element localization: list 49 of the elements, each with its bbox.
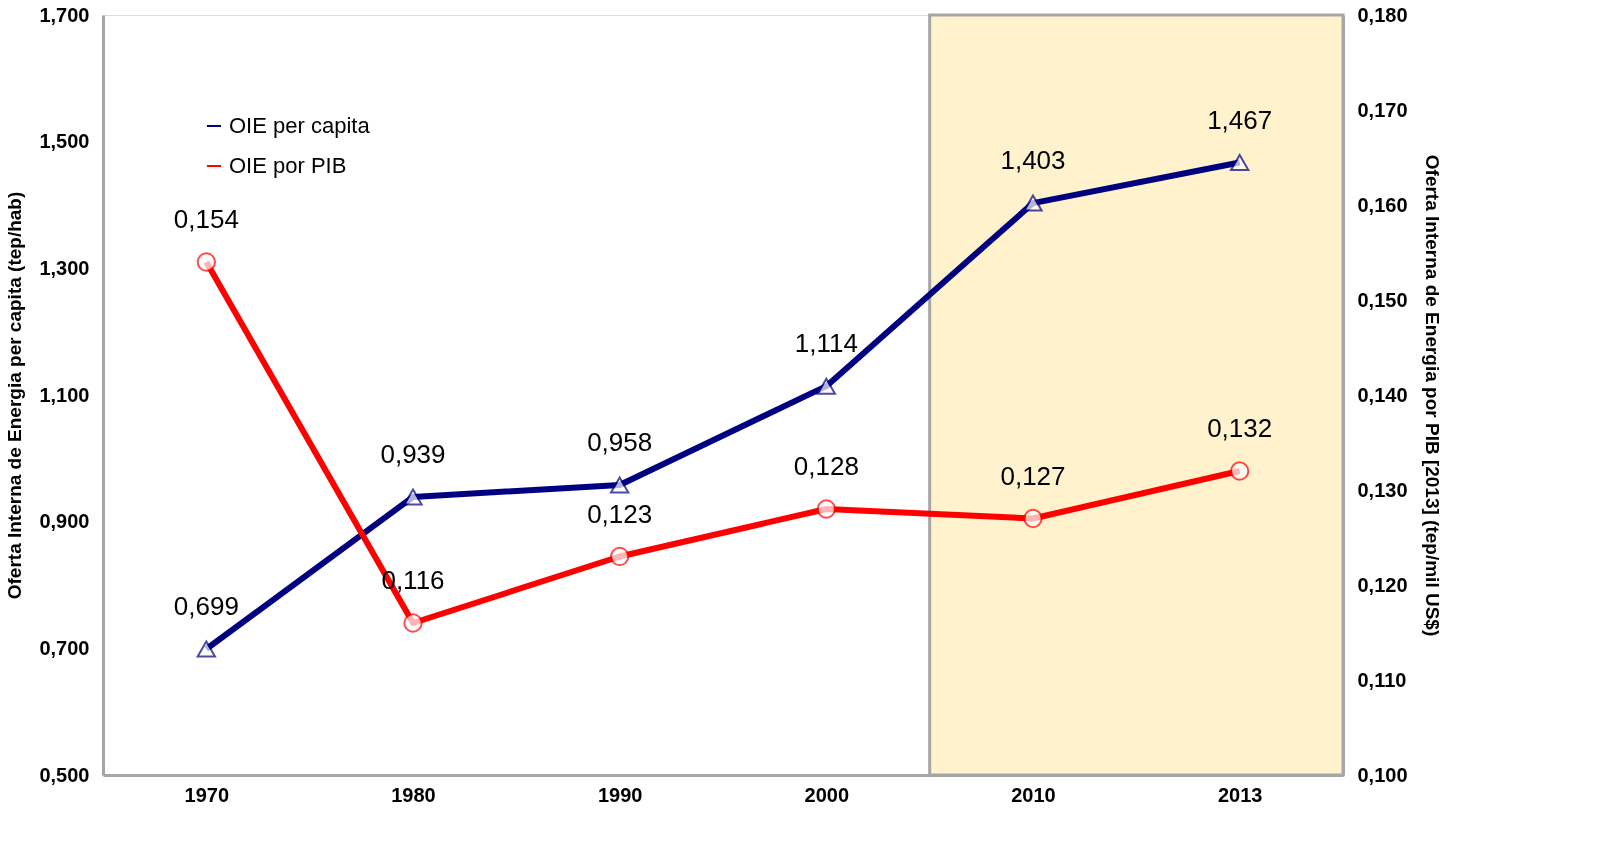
point — [816, 499, 836, 519]
data-label: 0,958 — [587, 426, 653, 457]
y2-tick-label: 0,160 — [1357, 193, 1408, 216]
y-tick-label: 0,700 — [39, 636, 90, 659]
point — [610, 476, 630, 494]
y-tick-label: 1,500 — [39, 130, 90, 153]
point — [196, 252, 216, 272]
y2-tick-label: 0,130 — [1357, 478, 1408, 501]
point — [403, 613, 423, 633]
point — [1023, 508, 1043, 529]
point — [1023, 194, 1043, 212]
y-axis-title: Oferta Interna de Energia per capita (tep/hab) — [4, 191, 26, 600]
legend-label: OIE per capita — [229, 113, 371, 138]
y-tick-label: 1,100 — [39, 383, 90, 406]
y-tick-label: 0,900 — [39, 510, 90, 533]
y2-tick-label: 0,120 — [1357, 573, 1408, 596]
y2-tick-label: 0,180 — [1357, 3, 1408, 26]
y2-tick-label: 0,100 — [1357, 763, 1408, 786]
y2-axis-title: Oferta Interna de Energia por PIB [2013] (tep/mil US$) — [1421, 154, 1443, 637]
y2-tick-label: 0,170 — [1357, 98, 1408, 121]
data-label: 1,467 — [1207, 104, 1273, 135]
legend-label: OIE por PIB — [229, 153, 347, 178]
point — [1230, 461, 1250, 481]
x-tick-label: 1990 — [597, 783, 643, 806]
x-tick-label: 1980 — [391, 783, 436, 806]
x-tick-label: 2010 — [1011, 783, 1056, 806]
data-label: 0,123 — [587, 498, 653, 529]
x-tick-label: 2000 — [804, 783, 850, 806]
y2-tick-label: 0,110 — [1357, 668, 1407, 691]
data-label: 0,699 — [173, 590, 239, 621]
point — [1230, 154, 1250, 172]
point — [403, 488, 423, 506]
y2-tick-label: 0,140 — [1357, 383, 1408, 406]
data-label: 1,114 — [794, 328, 858, 359]
data-label: 1,403 — [1000, 145, 1066, 176]
point — [610, 546, 630, 567]
data-label: 0,154 — [173, 204, 239, 234]
point — [196, 640, 216, 658]
data-label: 0,132 — [1207, 413, 1273, 443]
x-tick-label: 2013 — [1217, 783, 1263, 806]
y-tick-label: 0,500 — [39, 763, 90, 786]
data-label: 0,128 — [793, 451, 859, 481]
x-tick-label: 1970 — [184, 783, 230, 806]
y-tick-label: 1,300 — [39, 256, 90, 279]
data-label: 0,939 — [380, 438, 446, 469]
point — [816, 377, 836, 395]
data-label: 0,127 — [1000, 460, 1066, 491]
y2-tick-label: 0,150 — [1357, 288, 1408, 311]
y-tick-label: 1,700 — [39, 3, 90, 26]
